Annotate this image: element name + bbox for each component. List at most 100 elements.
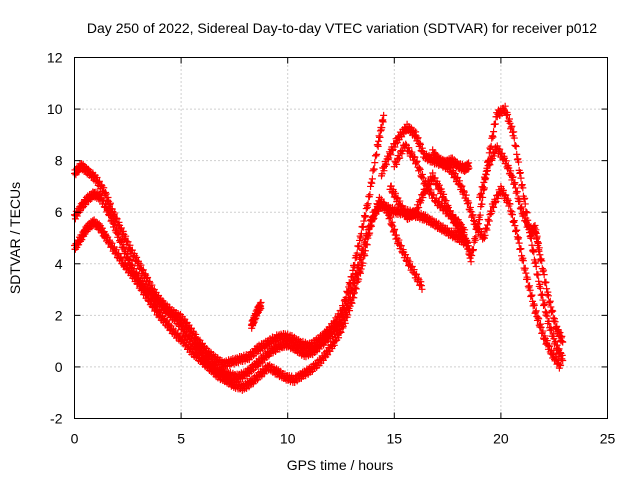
data-point (540, 300, 548, 308)
data-point (377, 195, 385, 203)
data-point (411, 153, 419, 161)
data-point (559, 338, 567, 346)
data-point (507, 123, 515, 131)
data-point (123, 250, 131, 258)
data-point (108, 214, 116, 222)
data-point (521, 266, 529, 274)
data-point (370, 214, 378, 222)
data-point (469, 217, 477, 225)
data-point (106, 199, 114, 207)
data-point (518, 181, 526, 189)
data-point (367, 178, 375, 186)
data-point (540, 271, 548, 279)
data-point (510, 217, 518, 225)
data-point (512, 142, 520, 150)
data-point (362, 205, 370, 213)
data-point (521, 264, 529, 272)
data-point (542, 278, 550, 286)
x-axis-title: GPS time / hours (287, 457, 394, 473)
data-point (372, 152, 380, 160)
data-point (483, 166, 491, 174)
data-point (524, 221, 532, 229)
data-point (512, 228, 520, 236)
x-tick-labels: 0 5 10 15 20 25 (71, 431, 616, 447)
data-point (355, 275, 363, 283)
data-point (539, 268, 547, 276)
data-point (469, 247, 477, 255)
chart-title: Day 250 of 2022, Sidereal Day-to-day VTE… (87, 20, 597, 36)
data-point (521, 200, 529, 208)
data-point (460, 187, 468, 195)
y-tick-label: 6 (55, 204, 63, 220)
data-point (416, 281, 424, 289)
data-point (406, 258, 414, 266)
data-point (372, 209, 380, 217)
data-point (414, 134, 422, 142)
data-point (338, 321, 346, 329)
data-point (547, 308, 555, 316)
data-point (511, 179, 519, 187)
data-point (388, 218, 396, 226)
data-point (487, 142, 495, 150)
data-point (482, 224, 490, 232)
data-point (532, 262, 540, 270)
data-point (95, 177, 103, 185)
data-point (391, 143, 399, 151)
data-point (519, 257, 527, 265)
data-point (479, 184, 487, 192)
data-point (435, 181, 443, 189)
data-point (526, 286, 534, 294)
y-tick-label: -2 (50, 411, 63, 427)
data-point (485, 217, 493, 225)
data-point (369, 215, 377, 223)
data-point (357, 234, 365, 242)
y-tick-label: 4 (55, 256, 63, 272)
data-point (517, 174, 525, 182)
data-point (462, 238, 470, 246)
data-point (359, 222, 367, 230)
data-point (126, 256, 134, 264)
data-point (384, 205, 392, 213)
data-point (368, 175, 376, 183)
data-point (382, 160, 390, 168)
data-point (532, 308, 540, 316)
data-point (502, 191, 510, 199)
data-point (482, 167, 490, 175)
data-point (540, 335, 548, 343)
data-point (372, 206, 380, 214)
data-point (192, 330, 200, 338)
data-point (119, 227, 127, 235)
data-point (395, 236, 403, 244)
data-point (357, 265, 365, 273)
tick-layer (74, 57, 608, 419)
data-point (185, 341, 193, 349)
x-tick-label: 20 (493, 431, 509, 447)
data-point (468, 212, 476, 220)
data-point (458, 182, 466, 190)
data-point (530, 248, 538, 256)
data-point (519, 184, 527, 192)
data-point (390, 227, 398, 235)
data-point (524, 275, 532, 283)
data-point (488, 207, 496, 215)
data-point (559, 356, 567, 364)
data-point (211, 365, 219, 373)
data-point (115, 231, 123, 239)
data-point (367, 222, 375, 230)
data-point (133, 253, 141, 261)
data-point (200, 349, 208, 357)
data-point (125, 256, 133, 264)
data-point (544, 292, 552, 300)
data-point (410, 266, 418, 274)
data-point (522, 214, 530, 222)
data-point (547, 346, 555, 354)
data-point (530, 300, 538, 308)
data-point (539, 296, 547, 304)
data-point (356, 269, 364, 277)
data-point (526, 282, 534, 290)
data-point (551, 318, 559, 326)
data-point (505, 115, 513, 123)
data-point (532, 258, 540, 266)
data-point (413, 135, 421, 143)
